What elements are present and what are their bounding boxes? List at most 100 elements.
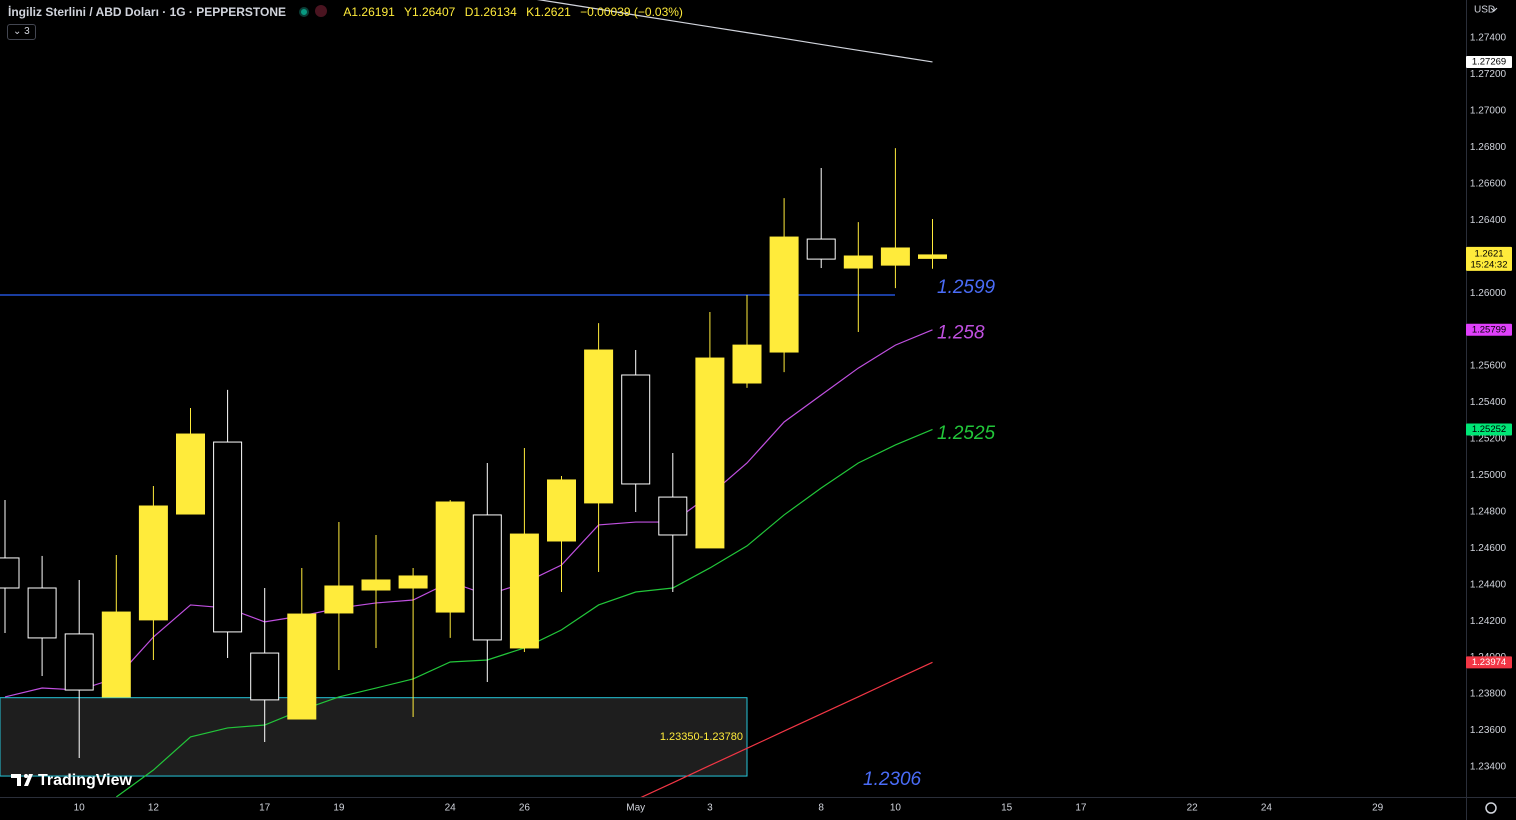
y-tick-label: 1.26400 [1470,215,1507,226]
y-tick-label: 1.23400 [1470,762,1507,773]
candle-body [880,247,910,266]
x-tick-label: 24 [445,803,457,814]
x-tick-label: 3 [707,803,713,814]
x-tick-label: 17 [1075,803,1087,814]
y-tick-label: 1.24200 [1470,616,1507,627]
ohlc-value: 1.26407 [411,5,456,19]
x-tick-label: May [626,803,645,814]
status-icon[interactable] [299,7,310,17]
candle-body [27,587,57,639]
y-tick-label: 1.24400 [1470,579,1507,590]
x-tick-label: 12 [148,803,160,814]
price-box [1466,423,1512,436]
price-box [1466,246,1512,271]
candle-body [287,613,317,720]
ohlc-value: 1.26134 [473,5,517,19]
line-label: 1.2525 [937,423,996,444]
y-tick-label: 1.26000 [1470,288,1507,299]
candle-body [213,441,243,633]
candle-body [806,238,836,260]
candle-body [398,575,428,589]
x-tick-label: 19 [333,803,345,814]
candle-body [324,585,354,614]
currency-chevron [1490,7,1498,12]
y-tick-label: 1.26800 [1470,142,1507,153]
y-tick-label: 1.23800 [1470,689,1507,700]
indicator-line [536,0,933,63]
y-tick-label: 1.23600 [1470,725,1507,736]
zone [0,697,748,777]
price-box [1466,656,1512,669]
time-axis-panel [0,797,1466,820]
price-box-label: 1.27269 [1472,56,1506,67]
ohlc-value: 1.26191 [351,5,395,19]
last-price: 1.2621 [1474,248,1503,259]
candle-body [547,479,576,542]
candle-body [176,433,205,515]
price-box-label: 1.23974 [1472,657,1506,668]
price-box-label: 1.25799 [1472,324,1506,335]
indicator-toggle[interactable]: ⌄ 3 [7,24,36,40]
candle-body [435,501,465,613]
y-tick-label: 1.25400 [1470,397,1507,408]
ohlc-label: K [526,5,535,19]
x-tick-label: 10 [74,803,86,814]
x-tick-label: 17 [259,803,271,814]
ohlc-value: 1.2621 [534,5,571,19]
y-tick-label: 1.25600 [1470,361,1507,372]
logo-mark [11,774,33,786]
y-tick-label: 1.25000 [1470,470,1507,481]
x-tick-label: 15 [1001,803,1013,814]
candle-body [361,579,391,591]
candle-body [621,374,651,485]
x-tick-label: 8 [818,803,824,814]
y-tick-label: 1.27200 [1470,69,1507,80]
candle-body [584,349,614,504]
candle-body [918,254,947,259]
candle-body [138,505,168,621]
x-tick-label: 10 [890,803,902,814]
y-tick-label: 1.24600 [1470,543,1507,554]
currency-label: USD [1474,5,1495,16]
change: −0.00039 [580,5,631,19]
y-tick-label: 1.27400 [1470,33,1507,44]
countdown: 15:24:32 [1471,259,1508,270]
y-tick-label: 1.27000 [1470,106,1507,117]
y-tick-label: 1.25200 [1470,434,1507,445]
candle-body [769,236,799,353]
logo-text: TradingView [38,772,133,789]
y-tick-label: 1.26600 [1470,178,1507,189]
indicator-line [4,329,933,698]
x-tick-label: 29 [1372,803,1384,814]
ohlc-label: A [343,5,352,19]
zone-label: 1.23350-1.23780 [660,731,743,743]
symbol-title: İngiliz Sterlini / ABD Doları · 1G · PEP… [8,5,287,19]
price-box [1466,55,1512,68]
settings-button[interactable] [1485,802,1497,814]
candle-body [732,344,762,384]
y-tick-label: 1.24800 [1470,506,1507,517]
candle-body [658,496,688,536]
status-icon[interactable] [314,5,327,17]
candle-body [472,514,502,641]
candle-body [509,533,539,649]
candle-body [0,557,20,589]
x-tick-label: 24 [1261,803,1273,814]
ohlc-label: Y [403,5,412,19]
line-label: 1.2306 [863,769,922,790]
header: İngiliz Sterlini / ABD Doları · 1G · PEP… [8,5,683,19]
x-tick-label: 26 [519,803,531,814]
candle-body [843,255,873,269]
change-percent: (−0.03%) [633,5,683,19]
price-box [1466,323,1512,336]
logo-mark [24,774,28,778]
line-label: 1.258 [937,323,985,344]
line-label: 1.2599 [937,277,996,298]
candle-body [64,633,94,691]
x-tick-label: 22 [1187,803,1199,814]
candle-body [695,357,725,549]
indicator-line [640,661,933,797]
